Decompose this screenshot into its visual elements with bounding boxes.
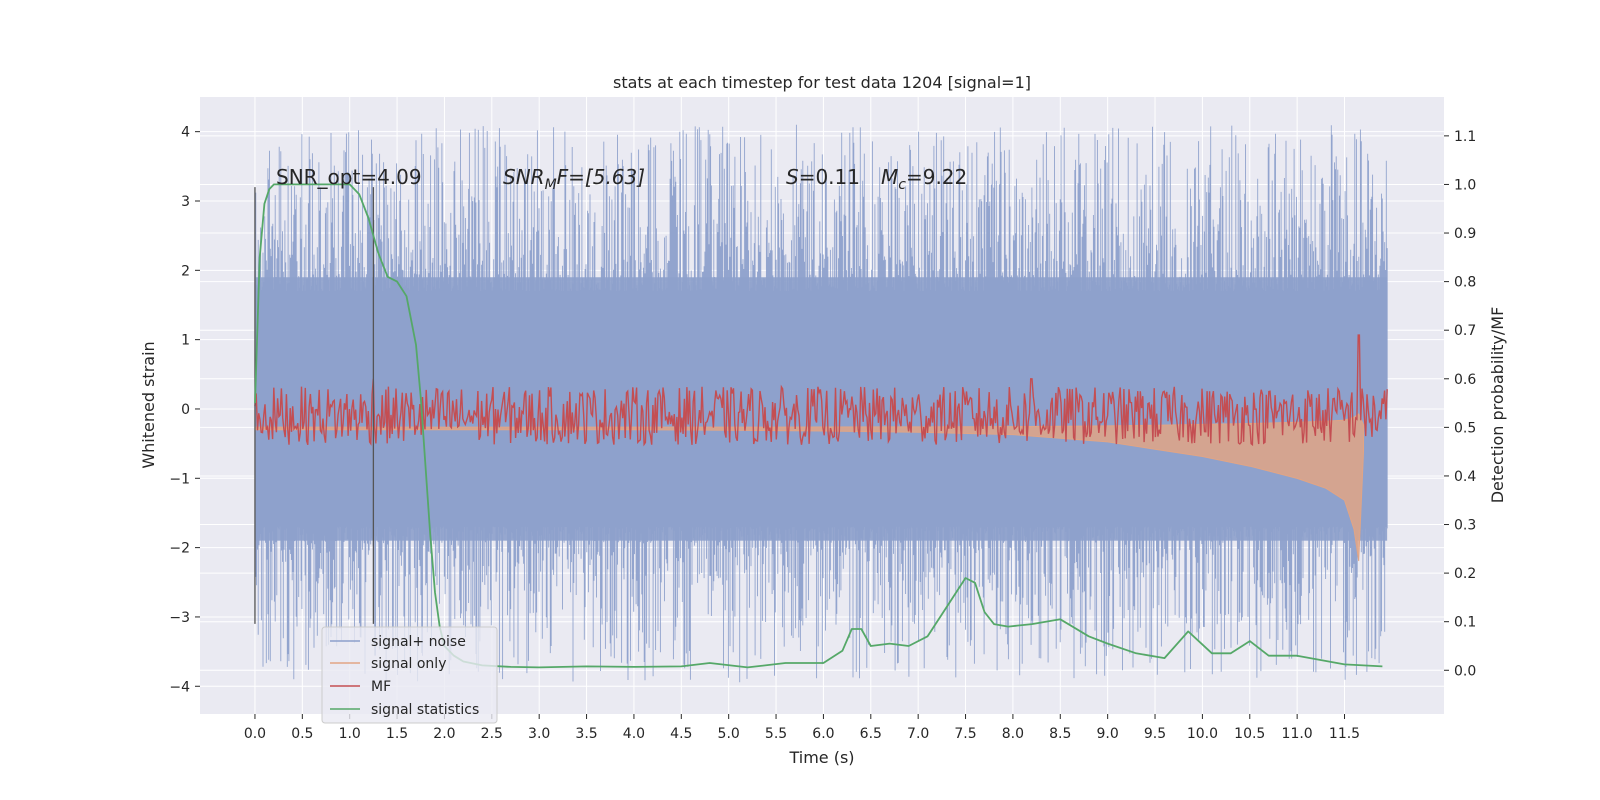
- x-tick-label: 2.5: [481, 726, 503, 742]
- x-tick-label: 1.5: [386, 726, 408, 742]
- signal-statistics-series: [254, 183, 1383, 669]
- x-tick-label: 5.0: [718, 726, 740, 742]
- y2-tick-label: 0.5: [1454, 420, 1476, 436]
- y2-axis-ticks: 0.0 0.1 0.2 0.3 0.4 0.5 0.6 0.7 0.8 0.9 1.0 1.1: [1444, 129, 1476, 679]
- y2-tick-label: 0.6: [1454, 372, 1476, 388]
- y2-axis-title: Detection probability/MF: [1488, 307, 1507, 504]
- x-tick-label: 6.0: [812, 726, 834, 742]
- x-tick-label: 8.0: [1002, 726, 1024, 742]
- x-tick-label: 3.5: [575, 726, 597, 742]
- vertical-markers: [254, 187, 375, 624]
- legend-item-signal-only: signal only: [330, 656, 446, 672]
- x-tick-label: 0.0: [244, 726, 266, 742]
- y2-tick-label: 0.9: [1454, 226, 1476, 242]
- annotation-snr-opt: SNR_opt=4.09: [276, 165, 422, 189]
- x-axis-title: Time (s): [788, 748, 854, 767]
- legend: signal+ noise signal only MF signal stat…: [321, 626, 498, 724]
- legend-label-signal-statistics: signal statistics: [371, 702, 479, 718]
- x-tick-label: 4.5: [670, 726, 692, 742]
- annotation-snr-mf: SNRMF=[5.63]: [503, 165, 645, 193]
- y2-tick-label: 0.0: [1454, 663, 1476, 679]
- x-tick-label: 9.0: [1097, 726, 1119, 742]
- x-tick-label: 0.5: [291, 726, 313, 742]
- annotation-mc: Mc=9.22: [881, 165, 967, 193]
- x-tick-label: 11.0: [1282, 726, 1313, 742]
- x-tick-label: 10.5: [1234, 726, 1265, 742]
- y-axis-ticks: −4 −3 −2 −1 0 1 2 3 4: [169, 125, 200, 695]
- chart-title: stats at each timestep for test data 120…: [613, 73, 1031, 92]
- mf-series: [254, 334, 1388, 447]
- x-axis-ticks: 0.0 0.5 1.0 1.5 2.0 2.5 3.0 3.5 4.0 4.5 5.0 5.5 6.0 6…: [244, 714, 1360, 742]
- legend-item-mf: MF: [330, 679, 391, 695]
- x-tick-label: 5.5: [765, 726, 787, 742]
- x-tick-label: 1.0: [339, 726, 361, 742]
- y-tick-label: −1: [169, 471, 190, 487]
- y-tick-label: 4: [181, 125, 190, 141]
- legend-label-signal-noise: signal+ noise: [371, 634, 466, 650]
- x-tick-label: 4.0: [623, 726, 645, 742]
- signal-statistics-line: [254, 183, 1383, 669]
- x-tick-label: 11.5: [1329, 726, 1360, 742]
- legend-box: [321, 626, 498, 724]
- y2-tick-label: 0.4: [1454, 469, 1476, 485]
- y2-tick-label: 0.8: [1454, 275, 1476, 291]
- y2-tick-label: 0.7: [1454, 323, 1476, 339]
- x-tick-label: 10.0: [1187, 726, 1218, 742]
- y-tick-label: 2: [181, 263, 190, 279]
- x-tick-label: 7.0: [907, 726, 929, 742]
- x-tick-label: 9.5: [1144, 726, 1166, 742]
- y2-tick-label: 1.1: [1454, 129, 1476, 145]
- legend-label-signal-only: signal only: [371, 656, 446, 672]
- mf-line: [254, 334, 1388, 447]
- x-tick-label: 6.5: [860, 726, 882, 742]
- y-tick-label: 0: [181, 402, 190, 418]
- y2-tick-label: 1.0: [1454, 177, 1476, 193]
- y-tick-label: −2: [169, 541, 190, 557]
- y2-tick-label: 0.3: [1454, 518, 1476, 534]
- legend-label-mf: MF: [371, 679, 391, 695]
- x-tick-label: 8.5: [1049, 726, 1071, 742]
- legend-item-signal-noise: signal+ noise: [330, 634, 466, 650]
- y2-tick-label: 0.1: [1454, 615, 1476, 631]
- y-tick-label: 1: [181, 333, 190, 349]
- x-tick-label: 7.5: [954, 726, 976, 742]
- annotation-s: S=0.11: [786, 165, 860, 189]
- x-tick-label: 2.0: [433, 726, 455, 742]
- y-tick-label: 3: [181, 194, 190, 210]
- y-tick-label: −3: [169, 610, 190, 626]
- y-axis-title: Whitened strain: [139, 341, 158, 468]
- y-tick-label: −4: [169, 679, 190, 695]
- x-tick-label: 3.0: [528, 726, 550, 742]
- legend-item-signal-statistics: signal statistics: [330, 702, 479, 718]
- y2-tick-label: 0.2: [1454, 566, 1476, 582]
